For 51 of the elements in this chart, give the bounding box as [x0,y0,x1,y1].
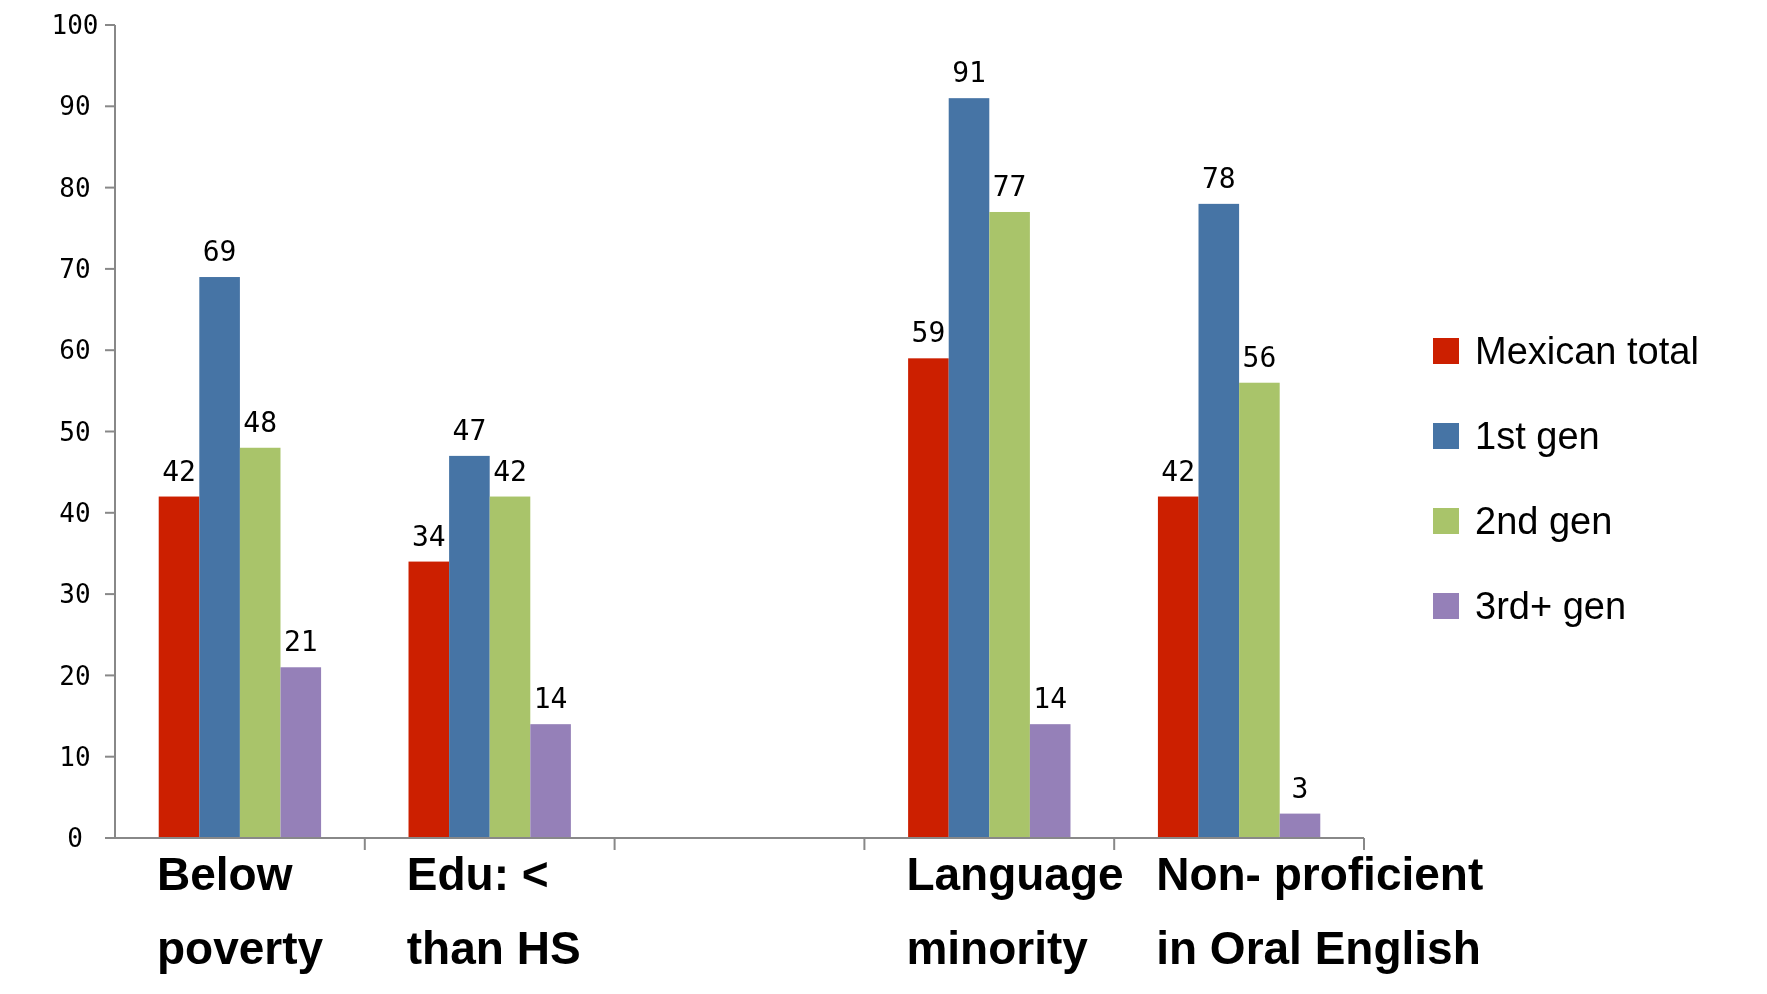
data-label: 48 [243,405,278,439]
legend-label: 1st gen [1475,415,1600,458]
data-label: 14 [533,682,568,716]
data-label: 34 [411,519,446,553]
y-tick-label: 0 [67,823,83,854]
y-tick-label: 80 [59,172,91,203]
data-label: 56 [1242,340,1277,374]
y-tick-label: 20 [59,660,91,691]
bar [158,496,200,838]
y-tick-label: 30 [59,579,91,610]
bar [408,561,450,838]
bar [530,724,571,838]
bar [1029,724,1071,838]
y-tick-label: 40 [59,497,91,528]
bar [1279,813,1321,838]
x-tick-label: Edu: < than HS [406,848,581,974]
bar [1198,203,1240,838]
y-tick-label: 90 [59,91,91,122]
data-label: 59 [911,316,946,350]
bar [280,667,322,838]
bar [239,447,281,838]
bar [199,277,240,838]
x-tick-label: Non- proficient in Oral English [1156,848,1484,974]
data-label: 42 [493,454,527,488]
data-label: 47 [452,413,487,447]
data-label: 3 [1291,771,1309,805]
bar [489,496,531,838]
data-label: 69 [202,235,237,269]
data-label: 91 [952,56,986,90]
legend-label: 2nd gen [1475,500,1613,543]
bar [908,358,949,838]
data-label: 14 [1033,682,1068,716]
bar [989,211,1030,838]
bar [1239,382,1280,838]
y-tick-label: 10 [59,741,91,772]
x-tick-label: Below poverty [157,848,324,974]
data-label: 21 [283,625,318,659]
data-label: 42 [1161,454,1196,488]
data-label: 77 [992,169,1027,203]
bar [449,455,490,838]
data-label: 78 [1201,161,1236,195]
bar [948,98,990,838]
y-tick-label: 70 [59,254,91,284]
y-tick-label: 60 [59,335,91,366]
legend-label: 3rd+ gen [1475,585,1627,628]
y-tick-label: 100 [51,10,99,41]
bar [1157,496,1199,838]
data-label: 42 [162,454,196,488]
x-tick-label: Language minority [906,848,1124,974]
y-tick-label: 50 [59,416,91,447]
legend-label: Mexican total [1475,330,1699,373]
